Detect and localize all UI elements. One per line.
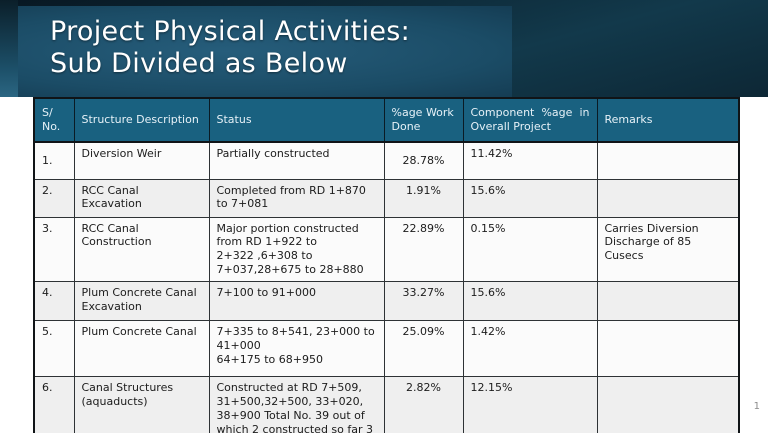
cell-structure: Canal Structures (aquaducts) [73, 376, 210, 433]
cell-sno: 2. [33, 178, 75, 218]
table-row: 6. Canal Structures (aquaducts) Construc… [33, 376, 740, 433]
cell-component: 15.6% [462, 281, 598, 322]
title-box: Project Physical Activities: Sub Divided … [18, 6, 512, 97]
table-header-row: S/ No. Structure Description Status %age… [33, 97, 740, 143]
cell-component: 0.15% [462, 216, 598, 283]
cell-work-done: 2.82% [383, 376, 464, 433]
cell-sno: 4. [33, 281, 75, 322]
cell-work-done: 1.91% [383, 178, 464, 218]
cell-component: 15.6% [462, 178, 598, 218]
cell-status: 7+335 to 8+541, 23+000 to 41+000 64+175 … [208, 320, 385, 378]
cell-structure: RCC Canal Construction [73, 216, 210, 283]
slide-header-band: Project Physical Activities: Sub Divided … [0, 0, 768, 97]
page-number: 1 [753, 401, 760, 412]
cell-structure: Diversion Weir [73, 141, 210, 180]
col-header-work-done: %age Work Done [383, 97, 464, 143]
col-header-sno: S/ No. [33, 97, 75, 143]
cell-work-done: 28.78% [383, 141, 464, 180]
table-row: 2. RCC Canal Excavation Completed from R… [33, 178, 740, 218]
cell-structure: Plum Concrete Canal [73, 320, 210, 378]
header-left-accent [0, 0, 18, 97]
slide-title-line1: Project Physical Activities: [50, 16, 411, 47]
cell-work-done: 25.09% [383, 320, 464, 378]
cell-work-done: 22.89% [383, 216, 464, 283]
cell-structure: RCC Canal Excavation [73, 178, 210, 218]
cell-remarks: Carries Diversion Discharge of 85 Cusecs [596, 216, 740, 283]
table-row: 1. Diversion Weir Partially constructed … [33, 141, 740, 180]
cell-remarks [596, 320, 740, 378]
cell-work-done: 33.27% [383, 281, 464, 322]
table-row: 4. Plum Concrete Canal Excavation 7+100 … [33, 281, 740, 322]
cell-status: Completed from RD 1+870 to 7+081 [208, 178, 385, 218]
cell-status: Constructed at RD 7+509, 31+500,32+500, … [208, 376, 385, 433]
slide-title: Project Physical Activities: Sub Divided … [18, 6, 512, 81]
cell-sno: 3. [33, 216, 75, 283]
activities-table: S/ No. Structure Description Status %age… [33, 97, 740, 433]
col-header-structure: Structure Description [73, 97, 210, 143]
cell-remarks [596, 178, 740, 218]
cell-component: 11.42% [462, 141, 598, 180]
table-row: 3. RCC Canal Construction Major portion … [33, 216, 740, 283]
col-header-status: Status [208, 97, 385, 143]
cell-sno: 5. [33, 320, 75, 378]
cell-status: Major portion constructed from RD 1+922 … [208, 216, 385, 283]
cell-status: Partially constructed [208, 141, 385, 180]
cell-component: 1.42% [462, 320, 598, 378]
cell-status: 7+100 to 91+000 [208, 281, 385, 322]
col-header-component: Component %age in Overall Project [462, 97, 598, 143]
slide-title-line2: Sub Divided as Below [50, 48, 348, 80]
cell-sno: 6. [33, 376, 75, 433]
cell-component: 12.15% [462, 376, 598, 433]
table-row: 5. Plum Concrete Canal 7+335 to 8+541, 2… [33, 320, 740, 378]
cell-remarks [596, 281, 740, 322]
col-header-remarks: Remarks [596, 97, 740, 143]
cell-remarks [596, 376, 740, 433]
cell-remarks [596, 141, 740, 180]
cell-structure: Plum Concrete Canal Excavation [73, 281, 210, 322]
cell-sno: 1. [33, 141, 75, 180]
